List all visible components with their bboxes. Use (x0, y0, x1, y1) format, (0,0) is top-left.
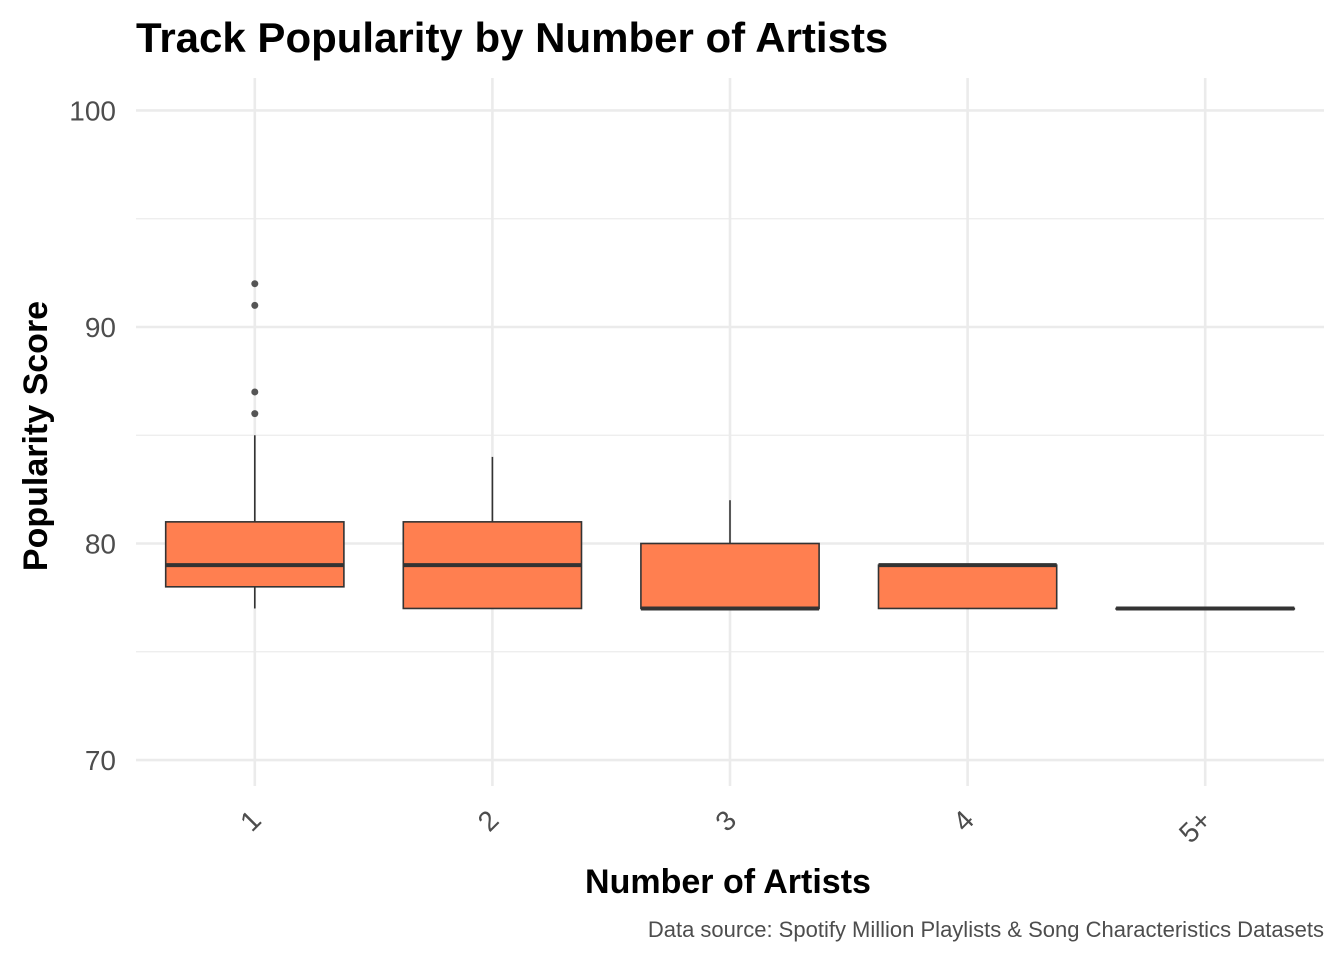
y-tick-label: 100 (69, 95, 116, 126)
y-tick-labels: 70 80 90 100 (69, 95, 116, 776)
box-group-4 (877, 563, 1058, 610)
y-axis-title: Popularity Score (17, 301, 55, 571)
box-iqr (877, 564, 1058, 610)
outlier-point (251, 388, 259, 396)
chart-title: Track Popularity by Number of Artists (136, 14, 888, 61)
chart-caption: Data source: Spotify Million Playlists &… (648, 917, 1324, 942)
box-group-2 (402, 456, 583, 610)
x-axis-title: Number of Artists (585, 863, 871, 901)
y-tick-label: 80 (85, 529, 116, 560)
box-group-3 (640, 500, 820, 611)
box-iqr (164, 521, 345, 588)
outlier-point (251, 410, 259, 418)
outlier-point (251, 280, 259, 288)
y-tick-label: 90 (85, 312, 116, 343)
box-iqr (640, 542, 820, 610)
y-tick-label: 70 (85, 745, 116, 776)
box-layer (164, 280, 1296, 611)
box-group-5+ (1115, 606, 1296, 611)
outlier-point (251, 301, 259, 309)
box-group-1 (164, 280, 345, 609)
